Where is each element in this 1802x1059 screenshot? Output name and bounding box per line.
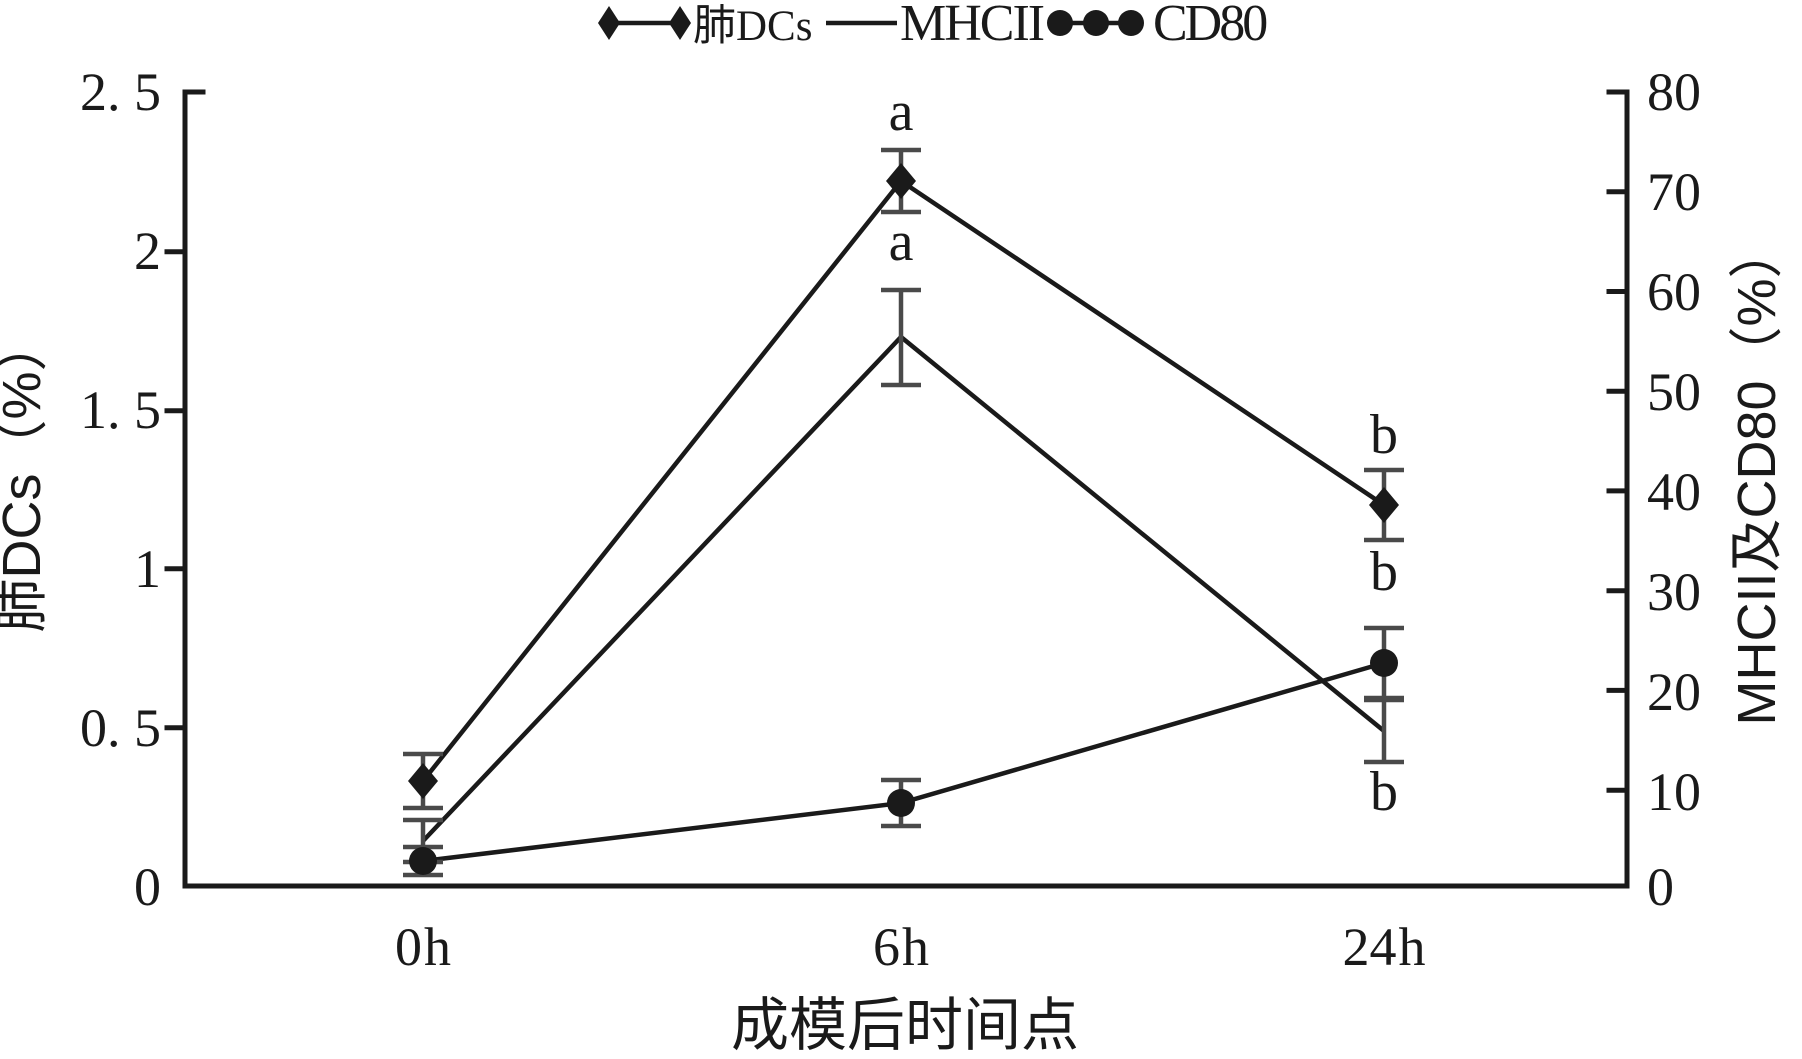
svg-text:80: 80 xyxy=(1647,62,1701,122)
svg-text:a: a xyxy=(889,81,914,143)
svg-text:2. 5: 2. 5 xyxy=(80,62,161,122)
svg-text:b: b xyxy=(1370,761,1398,823)
svg-text:CD80: CD80 xyxy=(1153,0,1267,52)
svg-text:a: a xyxy=(889,211,914,273)
svg-text:b: b xyxy=(1370,541,1398,603)
svg-text:MHCII: MHCII xyxy=(900,0,1044,52)
svg-text:20: 20 xyxy=(1647,662,1701,722)
svg-text:70: 70 xyxy=(1647,162,1701,222)
svg-text:10: 10 xyxy=(1647,762,1701,822)
svg-text:肺DCs（%）: 肺DCs（%） xyxy=(0,317,52,632)
svg-text:24h: 24h xyxy=(1343,917,1426,977)
svg-text:成模后时间点: 成模后时间点 xyxy=(731,993,1079,1058)
svg-text:0. 5: 0. 5 xyxy=(80,698,161,758)
svg-text:60: 60 xyxy=(1647,262,1701,322)
svg-text:40: 40 xyxy=(1647,462,1701,522)
svg-text:MHCII及CD80（%）: MHCII及CD80（%） xyxy=(1727,224,1787,725)
svg-text:50: 50 xyxy=(1647,362,1701,422)
svg-text:30: 30 xyxy=(1647,562,1701,622)
svg-text:1: 1 xyxy=(134,539,161,599)
svg-text:1. 5: 1. 5 xyxy=(80,380,161,440)
svg-text:0: 0 xyxy=(134,857,161,917)
svg-text:b: b xyxy=(1370,404,1398,466)
svg-text:肺DCs: 肺DCs xyxy=(693,3,812,50)
svg-text:0: 0 xyxy=(1647,857,1674,917)
svg-text:2: 2 xyxy=(134,221,161,281)
